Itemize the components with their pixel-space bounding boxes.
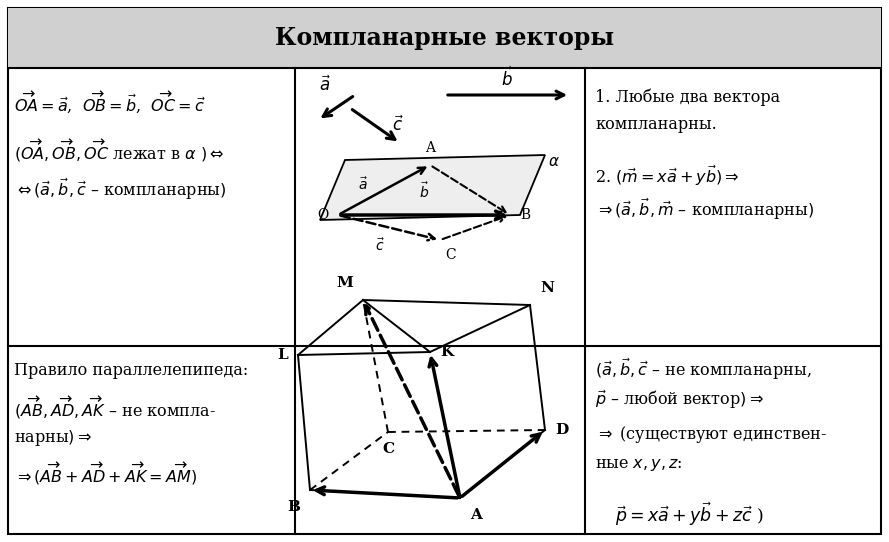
Text: $\alpha$: $\alpha$ (548, 155, 560, 169)
Text: B: B (520, 208, 530, 222)
Text: $\vec{c}$: $\vec{c}$ (392, 115, 404, 135)
Text: $\vec{b}$: $\vec{b}$ (419, 182, 429, 201)
Text: $\Rightarrow(\overrightarrow{AB}+\overrightarrow{AD}+\overrightarrow{AK}=\overri: $\Rightarrow(\overrightarrow{AB}+\overri… (14, 460, 197, 487)
Bar (8, 8, 881, 68)
Text: $\Rightarrow$ (существуют единствен-: $\Rightarrow$ (существуют единствен- (595, 424, 827, 445)
Text: 2. $(\vec{m}=x\vec{a}+y\vec{b})\Rightarrow$: 2. $(\vec{m}=x\vec{a}+y\vec{b})\Rightarr… (595, 164, 740, 188)
Text: $(\overrightarrow{OA},\overrightarrow{OB},\overrightarrow{OC}$ лежат в $\alpha$ : $(\overrightarrow{OA},\overrightarrow{OB… (14, 137, 224, 164)
Text: A: A (470, 508, 482, 522)
Text: $(\vec{a},\vec{b},\vec{c}$ – не компланарны,: $(\vec{a},\vec{b},\vec{c}$ – не комплана… (595, 357, 812, 382)
Text: D: D (555, 423, 568, 437)
Polygon shape (320, 155, 545, 220)
Text: C: C (382, 442, 394, 456)
Text: $\vec{a}$: $\vec{a}$ (358, 176, 368, 193)
Text: $\vec{c}$: $\vec{c}$ (375, 237, 385, 254)
Text: $\overrightarrow{OA}=\vec{a}$,  $\overrightarrow{OB}=\vec{b}$,  $\overrightarrow: $\overrightarrow{OA}=\vec{a}$, $\overrig… (14, 90, 205, 116)
Text: $\vec{b}$: $\vec{b}$ (501, 66, 513, 90)
Text: K: K (440, 345, 453, 359)
Text: Правило параллелепипеда:: Правило параллелепипеда: (14, 362, 248, 379)
Text: $(\overrightarrow{AB},\overrightarrow{AD},\overrightarrow{AK}$ – не компла-: $(\overrightarrow{AB},\overrightarrow{AD… (14, 394, 216, 421)
Text: N: N (540, 281, 554, 295)
Text: O: O (316, 208, 328, 222)
Text: $\vec{p}=x\vec{a}+y\vec{b}+z\vec{c}$ ): $\vec{p}=x\vec{a}+y\vec{b}+z\vec{c}$ ) (615, 500, 764, 527)
Text: C: C (445, 248, 456, 262)
Text: $\vec{a}$: $\vec{a}$ (319, 75, 331, 95)
Text: $\Rightarrow(\vec{a},\vec{b},\vec{m}$ – компланарны$)$: $\Rightarrow(\vec{a},\vec{b},\vec{m}$ – … (595, 197, 814, 222)
Text: A: A (425, 141, 435, 155)
Text: компланарны.: компланарны. (595, 116, 717, 133)
Text: M: M (336, 276, 353, 290)
Text: Компланарные векторы: Компланарные векторы (275, 26, 614, 50)
Text: L: L (277, 348, 288, 362)
Text: B: B (287, 500, 300, 514)
Text: $\Leftrightarrow(\vec{a},\vec{b},\vec{c}$ – компланарны$)$: $\Leftrightarrow(\vec{a},\vec{b},\vec{c}… (14, 177, 227, 202)
Text: 1. Любые два вектора: 1. Любые два вектора (595, 88, 781, 106)
Text: $\vec{p}$ – любой вектор$)\Rightarrow$: $\vec{p}$ – любой вектор$)\Rightarrow$ (595, 389, 764, 411)
Text: нарны$)\Rightarrow$: нарны$)\Rightarrow$ (14, 428, 92, 448)
Text: ные $x, y, z$:: ные $x, y, z$: (595, 456, 683, 473)
